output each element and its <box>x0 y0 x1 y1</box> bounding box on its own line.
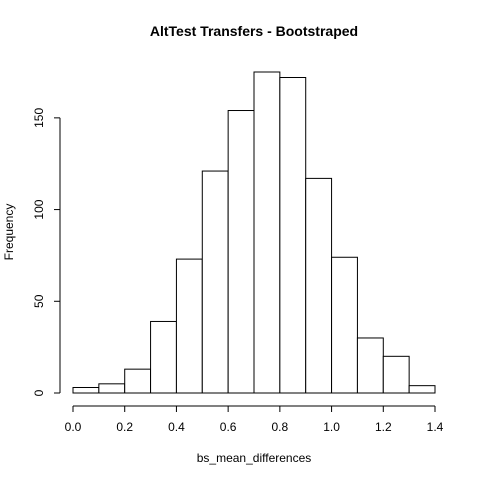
x-tick-label: 1.2 <box>375 420 392 434</box>
x-tick-label: 0.2 <box>116 420 133 434</box>
y-axis-label: Frequency <box>2 204 16 261</box>
x-tick-label: 0.4 <box>168 420 185 434</box>
x-tick-label: 1.4 <box>427 420 444 434</box>
histogram-bar <box>356 337 384 394</box>
y-tick-label: 0 <box>32 389 46 396</box>
histogram-bar <box>382 355 410 394</box>
histogram-bar <box>253 71 281 394</box>
y-tick-label: 100 <box>32 199 46 219</box>
histogram-bar <box>305 177 333 394</box>
y-axis-ticks: 0 50 100 150 <box>32 108 60 396</box>
histogram-bar <box>227 110 255 394</box>
histogram-bar <box>279 77 307 394</box>
histogram-bar <box>201 170 229 394</box>
histogram-bar <box>408 385 436 394</box>
histogram-bar <box>124 368 152 394</box>
y-tick-label: 50 <box>32 294 46 308</box>
x-tick-label: 1.0 <box>323 420 340 434</box>
histogram-bar <box>98 383 126 394</box>
x-tick-label: 0.0 <box>65 420 82 434</box>
bars-group <box>72 71 436 394</box>
histogram-bar <box>150 320 177 394</box>
x-axis-label: bs_mean_differences <box>197 451 312 465</box>
histogram-bar <box>72 386 100 394</box>
x-tick-label: 0.6 <box>220 420 237 434</box>
chart-title: AltTest Transfers - Bootstraped <box>150 23 358 39</box>
x-tick-label: 0.8 <box>272 420 289 434</box>
y-tick-label: 150 <box>32 108 46 128</box>
histogram-bar <box>175 258 203 394</box>
histogram-bar <box>331 256 358 394</box>
x-axis-ticks: 0.0 0.2 0.4 0.6 0.8 1.0 1.2 1.4 <box>65 406 444 434</box>
